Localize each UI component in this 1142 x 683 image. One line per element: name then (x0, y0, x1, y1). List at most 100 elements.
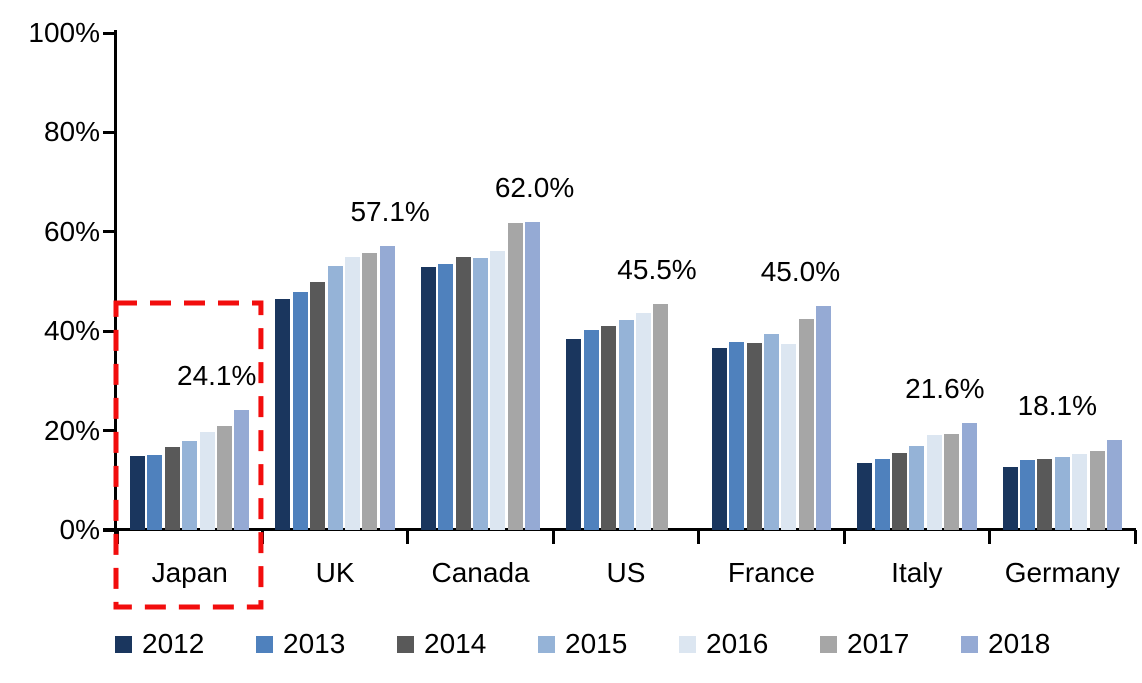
bar-us-2014 (601, 325, 617, 530)
bar-france-2012 (711, 348, 727, 530)
y-tick-label: 60% (43, 215, 100, 247)
bar-italy-2017 (944, 434, 960, 530)
bar-canada-2017 (507, 222, 523, 530)
bar-canada-2018 (525, 221, 541, 530)
y-tick-mark (103, 230, 117, 234)
x-tick-mark (697, 530, 701, 544)
bar-france-2015 (763, 334, 779, 530)
legend-item-2012: 2012 (115, 630, 256, 658)
bar-us-2016 (635, 313, 651, 530)
y-tick-mark (103, 329, 117, 333)
bar-germany-2017 (1089, 451, 1105, 530)
bar-canada-2013 (438, 264, 454, 530)
bar-us-2013 (583, 330, 599, 530)
bar-germany-2018 (1106, 440, 1122, 530)
bar-uk-2017 (362, 252, 378, 530)
y-tick-label: 80% (43, 116, 100, 148)
x-tick-mark (406, 530, 410, 544)
bar-france-2014 (746, 342, 762, 530)
x-tick-mark (842, 530, 846, 544)
bar-japan-2017 (217, 426, 232, 530)
bar-us-2015 (618, 320, 634, 530)
bar-japan-2016 (199, 432, 215, 530)
legend-item-2014: 2014 (397, 630, 538, 658)
x-category-label-japan: Japan (151, 557, 228, 588)
legend-item-2013: 2013 (256, 630, 397, 658)
bar-japan-2018 (234, 410, 250, 530)
bar-uk-2013 (292, 292, 308, 530)
legend-label: 2016 (706, 628, 769, 659)
x-category-label-us: US (606, 557, 646, 588)
bar-japan-2015 (182, 440, 198, 530)
bar-italy-2014 (891, 453, 907, 530)
legend-label: 2012 (142, 628, 205, 659)
bar-japan-2013 (147, 455, 163, 530)
bar-uk-2012 (275, 299, 291, 530)
data-label-italy: 21.6% (905, 372, 985, 404)
legend-label: 2015 (565, 628, 628, 659)
legend-item-2017: 2017 (820, 630, 961, 658)
legend-label: 2017 (847, 628, 910, 659)
bar-uk-2016 (345, 257, 361, 530)
bar-japan-2014 (164, 447, 180, 530)
x-category-label-canada: Canada (431, 557, 530, 588)
bar-us-2017 (653, 303, 669, 530)
bar-canada-2014 (455, 256, 471, 530)
x-tick-mark (115, 530, 119, 544)
y-tick-label: 20% (43, 414, 100, 446)
legend-swatch-icon (538, 635, 555, 653)
bar-italy-2013 (874, 459, 890, 530)
legend-swatch-icon (820, 635, 837, 653)
data-label-uk: 57.1% (350, 196, 430, 228)
bar-japan-2012 (130, 456, 145, 530)
bar-italy-2012 (857, 463, 873, 530)
bar-germany-2012 (1002, 467, 1018, 530)
bar-uk-2014 (310, 281, 326, 530)
legend-label: 2014 (424, 628, 487, 659)
y-axis-line (114, 30, 117, 543)
bar-canada-2016 (490, 250, 506, 530)
bar-france-2013 (729, 342, 745, 530)
legend-label: 2013 (283, 628, 346, 659)
bar-germany-2015 (1054, 456, 1070, 530)
y-tick-label: 40% (43, 315, 100, 347)
legend-item-2016: 2016 (679, 630, 820, 658)
x-tick-mark (551, 530, 555, 544)
bar-france-2017 (798, 319, 814, 530)
legend-label: 2018 (988, 628, 1051, 659)
bar-us-2012 (566, 339, 582, 530)
data-label-us: 45.5% (617, 253, 697, 285)
legend-item-2018: 2018 (961, 630, 1102, 658)
bar-italy-2015 (909, 446, 925, 530)
bar-canada-2015 (473, 258, 489, 530)
bar-canada-2012 (420, 266, 436, 530)
x-category-label-uk: UK (315, 557, 355, 588)
x-tick-mark (260, 530, 264, 544)
data-label-japan: 24.1% (177, 360, 257, 392)
legend: 2012 2013 2014 2015 2016 2017 2018 (115, 630, 1102, 658)
legend-swatch-icon (961, 635, 978, 653)
x-tick-mark (1133, 530, 1137, 544)
bar-italy-2018 (961, 422, 977, 530)
legend-swatch-icon (115, 635, 132, 653)
legend-swatch-icon (256, 635, 273, 653)
x-category-label-france: France (727, 557, 815, 588)
bar-italy-2016 (926, 435, 942, 530)
data-label-canada: 62.0% (494, 171, 575, 203)
bar-germany-2014 (1037, 458, 1053, 530)
bar-uk-2018 (379, 246, 395, 530)
x-tick-mark (988, 530, 992, 544)
y-tick-mark (103, 130, 117, 134)
data-label-germany: 18.1% (1017, 390, 1097, 422)
x-category-label-germany: Germany (1004, 557, 1120, 588)
x-category-label-italy: Italy (891, 557, 943, 588)
y-tick-label: 0% (59, 514, 100, 545)
bar-germany-2016 (1072, 454, 1088, 530)
legend-swatch-icon (397, 635, 414, 653)
y-tick-label: 100% (28, 17, 100, 48)
y-tick-mark (103, 31, 117, 35)
y-tick-mark (103, 429, 117, 433)
bar-germany-2013 (1019, 460, 1035, 530)
bar-france-2018 (816, 306, 832, 530)
